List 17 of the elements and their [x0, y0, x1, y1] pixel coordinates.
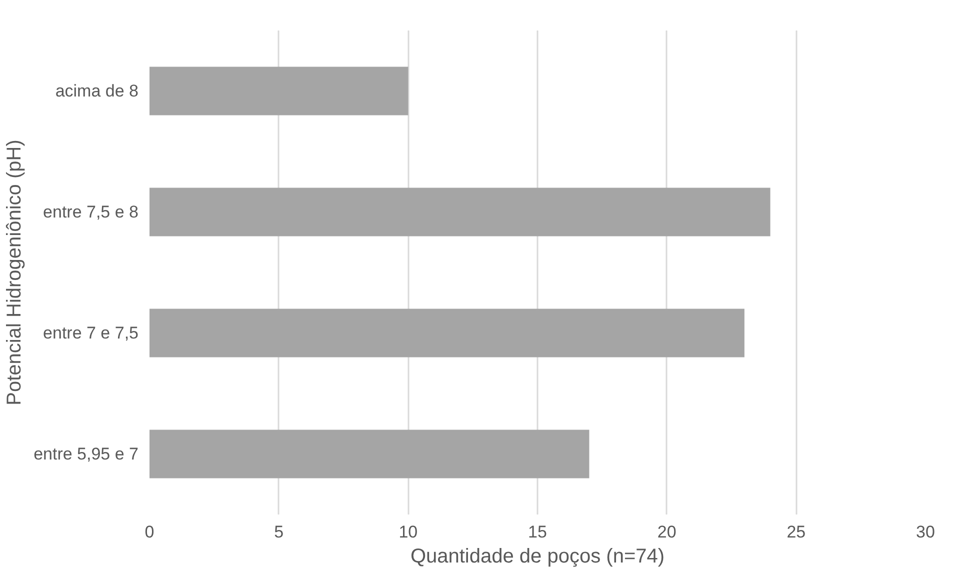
- bar: [150, 308, 744, 358]
- y-tick-label: entre 5,95 e 7: [34, 444, 139, 464]
- x-tick-label: 0: [144, 522, 154, 542]
- x-tick-label: 20: [657, 522, 676, 542]
- x-axis-title: Quantidade de poços (n=74): [410, 546, 665, 568]
- bar: [150, 66, 408, 116]
- x-tick-label: 10: [398, 522, 418, 542]
- x-tick-label: 5: [274, 522, 284, 542]
- x-tick-label: 30: [916, 522, 935, 542]
- y-tick-label: entre 7 e 7,5: [43, 324, 139, 342]
- bar: [150, 188, 770, 236]
- y-tick-label: acima de 8: [55, 82, 139, 100]
- bar: [150, 430, 590, 478]
- x-tick-label: 15: [528, 522, 547, 542]
- y-axis-title: Potencial Hidrogeniônico (pH): [4, 140, 26, 406]
- y-tick-label: entre 7,5 e 8: [43, 202, 139, 222]
- x-tick-label: 25: [786, 522, 806, 542]
